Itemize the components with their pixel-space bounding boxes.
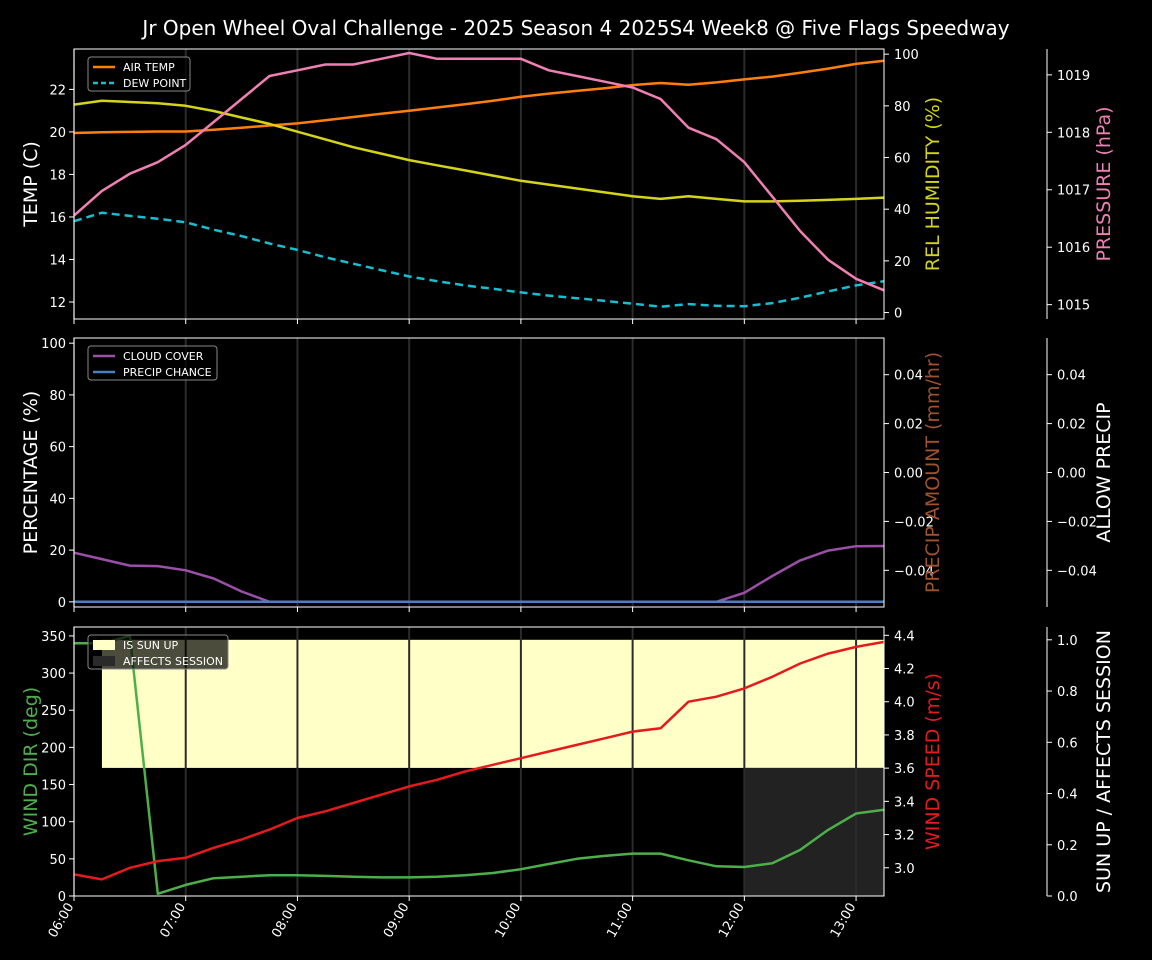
legend-swatch bbox=[93, 640, 115, 650]
right-tick-label: 100 bbox=[894, 48, 919, 63]
right-tick-label: 4.2 bbox=[894, 663, 915, 678]
series-line-wind-speed bbox=[73, 640, 885, 881]
legend-box bbox=[87, 634, 229, 670]
left-tick-label: 80 bbox=[49, 389, 66, 404]
left-tick-label: 100 bbox=[41, 816, 66, 831]
far-tick-label: 1015 bbox=[1057, 299, 1090, 314]
right-tick-label: 3.2 bbox=[894, 829, 915, 844]
legend-label: IS SUN UP bbox=[123, 639, 179, 652]
far-tick-label: 1017 bbox=[1057, 184, 1090, 199]
right-tick-label: 60 bbox=[894, 152, 911, 167]
right-tick-label: 0.02 bbox=[894, 418, 923, 433]
far-tick-label: 0.4 bbox=[1057, 788, 1078, 803]
left-tick-label: 300 bbox=[41, 667, 66, 682]
left-tick-label: 350 bbox=[41, 630, 66, 645]
left-axis-label: WIND DIR (deg) bbox=[20, 687, 42, 836]
right-tick-label: −0.04 bbox=[894, 564, 934, 579]
sun-up-band bbox=[101, 639, 885, 768]
legend-label: AIR TEMP bbox=[123, 61, 175, 74]
legend-label: AFFECTS SESSION bbox=[123, 655, 223, 668]
affects-session-band bbox=[744, 767, 884, 896]
chart-title: Jr Open Wheel Oval Challenge - 2025 Seas… bbox=[140, 16, 1009, 40]
left-tick-label: 12 bbox=[49, 296, 66, 311]
far-axis-label: SUN UP / AFFECTS SESSION bbox=[1093, 630, 1115, 893]
far-tick-label: 0.2 bbox=[1057, 839, 1078, 854]
left-axis-label: TEMP (C) bbox=[20, 141, 42, 228]
series-line-air-temp bbox=[73, 59, 885, 135]
left-tick-label: 20 bbox=[49, 544, 66, 559]
legend-box bbox=[87, 345, 218, 381]
right-tick-label: 40 bbox=[894, 203, 911, 218]
right-tick-label: 3.6 bbox=[894, 762, 915, 777]
legend-swatch bbox=[93, 656, 115, 666]
left-tick-label: 18 bbox=[49, 168, 66, 183]
left-tick-label: 250 bbox=[41, 704, 66, 719]
far-tick-label: −0.04 bbox=[1057, 564, 1097, 579]
right-tick-label: 3.4 bbox=[894, 795, 915, 810]
right-axis-label: PRECIP AMOUNT (mm/hr) bbox=[922, 352, 944, 593]
right-tick-label: 3.8 bbox=[894, 729, 915, 744]
left-tick-label: 100 bbox=[41, 337, 66, 352]
right-tick-label: 4.4 bbox=[894, 629, 915, 644]
legend-label: DEW POINT bbox=[123, 77, 187, 90]
left-tick-label: 60 bbox=[49, 441, 66, 456]
far-tick-label: −0.02 bbox=[1057, 515, 1097, 530]
legend-label: PRECIP CHANCE bbox=[123, 366, 212, 379]
left-tick-label: 40 bbox=[49, 492, 66, 507]
left-tick-label: 0 bbox=[58, 596, 66, 611]
far-tick-label: 0.8 bbox=[1057, 685, 1078, 700]
right-axis-label: WIND SPEED (m/s) bbox=[922, 673, 944, 850]
right-tick-label: 0.00 bbox=[894, 467, 923, 482]
right-tick-label: 0.04 bbox=[894, 369, 923, 384]
right-tick-label: 80 bbox=[894, 100, 911, 115]
left-tick-label: 0 bbox=[58, 890, 66, 905]
plot-frame bbox=[73, 626, 885, 897]
far-tick-label: 1018 bbox=[1057, 126, 1090, 141]
right-tick-label: 20 bbox=[894, 255, 911, 270]
series-line-rel-humidity bbox=[73, 99, 885, 203]
far-tick-label: 0.04 bbox=[1057, 369, 1086, 384]
left-axis-label: PERCENTAGE (%) bbox=[20, 391, 42, 555]
legend: IS SUN UP AFFECTS SESSION bbox=[87, 634, 229, 670]
plot-frame bbox=[73, 48, 885, 320]
panel-2: 0 20 40 60 80 100 −0.04 −0.02 0.00 0.02 0.04 −0.04 −… bbox=[20, 337, 1115, 612]
right-tick-label: 0 bbox=[894, 307, 902, 322]
left-tick-label: 16 bbox=[49, 211, 66, 226]
right-tick-label: 3.0 bbox=[894, 862, 915, 877]
left-tick-label: 14 bbox=[49, 253, 66, 268]
left-tick-label: 200 bbox=[41, 741, 66, 756]
right-tick-label: −0.02 bbox=[894, 515, 934, 530]
left-tick-label: 50 bbox=[49, 853, 66, 868]
panel-3: 0 50 100 150 200 250 300 350 3.0 3.2 3.4 3.6 3.8 4.0 4… bbox=[20, 626, 1115, 905]
far-tick-label: 0.0 bbox=[1057, 890, 1078, 905]
right-tick-label: 4.0 bbox=[894, 696, 915, 711]
legend: AIR TEMP DEW POINT bbox=[87, 56, 191, 92]
far-tick-label: 0.02 bbox=[1057, 418, 1086, 433]
far-tick-label: 1019 bbox=[1057, 69, 1090, 84]
far-axis-label: ALLOW PRECIP bbox=[1093, 402, 1115, 542]
right-axis-label: REL HUMIDITY (%) bbox=[922, 97, 944, 271]
far-axis-label: PRESSURE (hPa) bbox=[1093, 106, 1115, 261]
far-tick-label: 0.00 bbox=[1057, 467, 1086, 482]
left-tick-label: 150 bbox=[41, 779, 66, 794]
left-tick-label: 22 bbox=[49, 83, 66, 98]
left-tick-label: 20 bbox=[49, 126, 66, 141]
far-tick-label: 1.0 bbox=[1057, 634, 1078, 649]
series-line-wind-dir bbox=[74, 634, 885, 896]
series-line-dew-point bbox=[73, 211, 885, 308]
far-tick-label: 0.6 bbox=[1057, 736, 1078, 751]
panel-1: 12 14 16 18 20 22 0 20 40 60 80 100 1015 1016 1017 1018… bbox=[20, 48, 1115, 324]
legend-label: CLOUD COVER bbox=[123, 350, 204, 363]
far-tick-label: 1016 bbox=[1057, 241, 1090, 256]
series-line-pressure bbox=[73, 51, 885, 292]
legend: CLOUD COVER PRECIP CHANCE bbox=[87, 345, 218, 381]
